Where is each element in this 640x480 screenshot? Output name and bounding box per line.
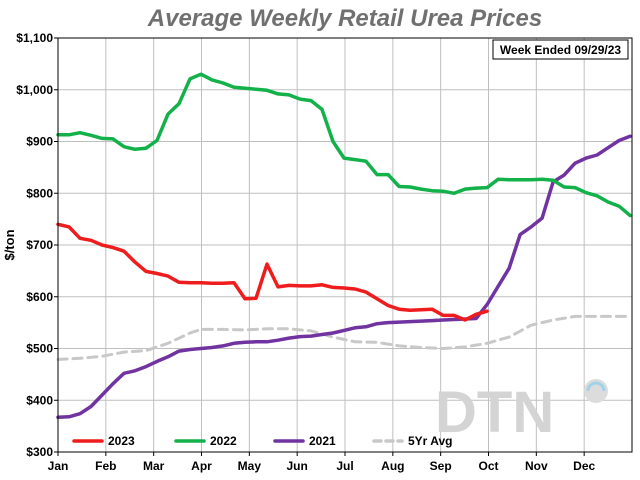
legend-label: 5Yr Avg: [408, 434, 452, 448]
x-tick-label: Jun: [286, 459, 307, 473]
y-tick-label: $700: [26, 238, 53, 252]
y-tick-label: $400: [26, 393, 53, 407]
y-tick-label: $900: [26, 135, 53, 149]
dtn-logo-arc: [586, 381, 606, 392]
y-axis-label: $/ton: [2, 229, 17, 260]
series-line-5yr-avg: [56, 314, 632, 361]
x-tick-label: Nov: [525, 459, 548, 473]
x-axis-ticks: Jan Feb Mar Apr May Jun Jul Aug Sep Oct Nov Dec: [48, 452, 595, 473]
plot-frame: [57, 37, 633, 453]
x-tick-label: Sep: [430, 459, 452, 473]
y-tick-label: $800: [26, 186, 53, 200]
gridlines: [58, 37, 632, 453]
series-line-2023: [56, 222, 489, 322]
legend: 2023 2022 2021 5Yr Avg: [72, 434, 452, 448]
x-tick-label: Aug: [381, 459, 404, 473]
y-tick-label: $1,000: [16, 83, 53, 97]
legend-label: 2022: [210, 434, 237, 448]
y-tick-label: $1,100: [16, 31, 53, 45]
annotation-text: Week Ended 09/29/23: [500, 43, 622, 57]
x-tick-label: Jan: [48, 459, 69, 473]
legend-label: 2023: [108, 434, 135, 448]
x-tick-label: May: [238, 459, 262, 473]
x-tick-label: Apr: [191, 459, 212, 473]
series-layer: [56, 72, 632, 420]
chart-title: Average Weekly Retail Urea Prices: [147, 5, 542, 32]
dtn-logo: DTN: [435, 379, 608, 445]
y-tick-label: $500: [26, 342, 53, 356]
y-axis-ticks: $300 $400 $500 $600 $700 $800 $900 $1,000 $1,100: [16, 31, 58, 459]
x-tick-label: Dec: [573, 459, 595, 473]
dtn-logo-text: DTN: [435, 380, 554, 445]
x-tick-label: Jul: [336, 459, 353, 473]
annotation-box: [492, 39, 629, 60]
series-line-2022: [56, 72, 632, 218]
y-tick-label: $600: [26, 290, 53, 304]
x-tick-label: Feb: [95, 459, 116, 473]
week-ended-annotation: Week Ended 09/29/23: [492, 39, 629, 60]
series-line-2021: [56, 134, 632, 420]
y-tick-label: $300: [26, 445, 53, 459]
x-tick-label: Oct: [478, 459, 498, 473]
x-tick-label: Mar: [143, 459, 165, 473]
legend-label: 2021: [309, 434, 336, 448]
